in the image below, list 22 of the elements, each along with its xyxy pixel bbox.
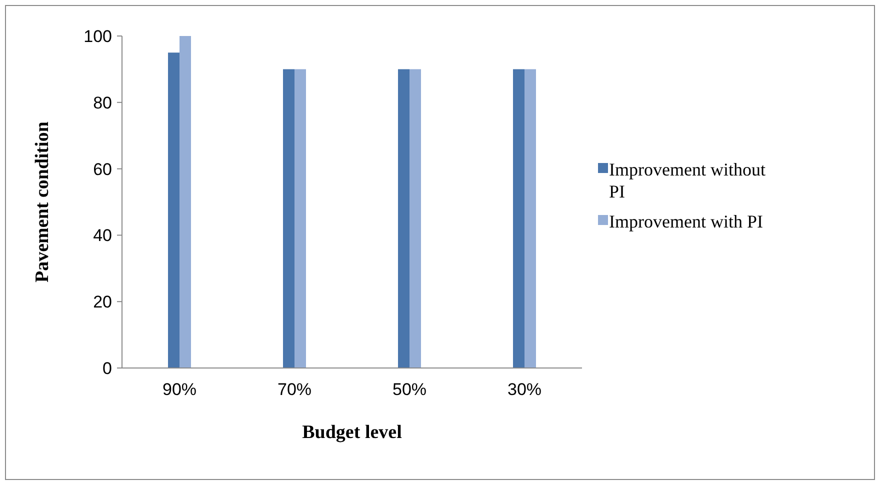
bar: [283, 69, 294, 368]
bar: [398, 69, 410, 368]
x-tick-label: 70%: [277, 380, 312, 399]
y-tick-label: 80: [93, 93, 112, 112]
y-tick-label: 40: [93, 226, 112, 246]
bar: [513, 69, 524, 368]
y-tick-label: 20: [93, 292, 112, 312]
bar: [410, 69, 421, 368]
bar: [180, 36, 191, 368]
y-tick-label: 100: [84, 26, 112, 46]
bar: [524, 69, 536, 368]
bar: [294, 69, 306, 368]
x-tick-label: 90%: [162, 380, 197, 399]
y-tick-label: 0: [102, 358, 112, 378]
legend-label: Improvement with PI: [609, 211, 763, 232]
x-tick-label: 50%: [392, 380, 427, 399]
legend-label: Improvement without PI: [609, 159, 766, 202]
x-axis-title: Budget level: [302, 422, 402, 443]
x-tick-label: 30%: [507, 380, 542, 399]
y-tick-label: 60: [93, 160, 112, 179]
bar: [168, 52, 180, 368]
y-axis-title: Pavement condition: [32, 121, 53, 282]
